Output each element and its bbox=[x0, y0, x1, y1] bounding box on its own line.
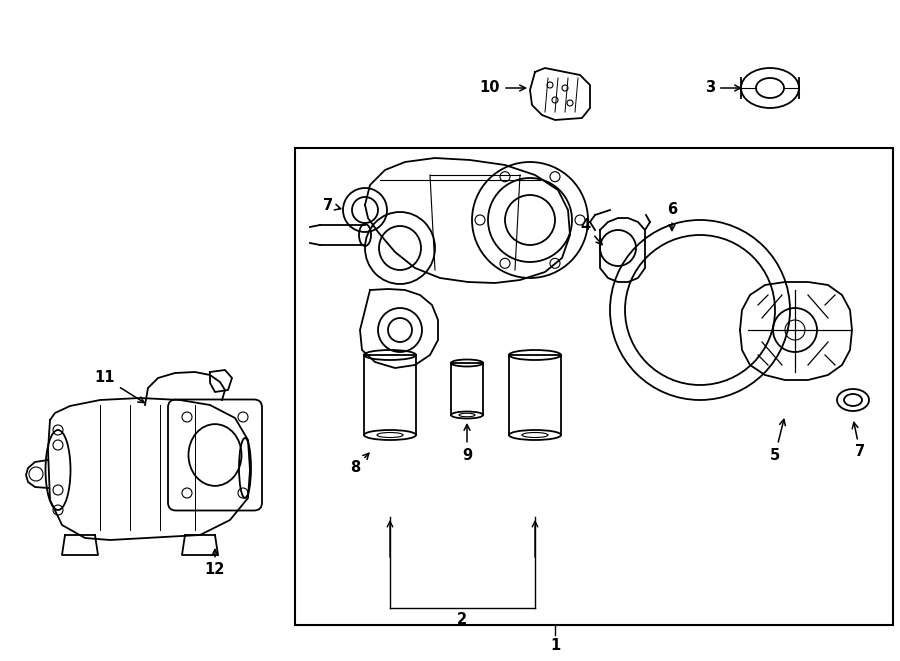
Text: 2: 2 bbox=[457, 613, 467, 627]
Text: 1: 1 bbox=[550, 637, 560, 652]
Text: 3: 3 bbox=[705, 81, 741, 95]
Text: 9: 9 bbox=[462, 424, 472, 463]
Text: 7: 7 bbox=[323, 198, 341, 212]
Text: 8: 8 bbox=[350, 453, 369, 475]
Text: 5: 5 bbox=[770, 419, 786, 463]
Text: 11: 11 bbox=[94, 371, 144, 403]
Text: 12: 12 bbox=[205, 549, 225, 578]
Bar bbox=[295, 148, 893, 625]
Text: 6: 6 bbox=[667, 202, 677, 231]
Text: 4: 4 bbox=[580, 217, 602, 245]
Text: 10: 10 bbox=[480, 81, 526, 95]
Text: 7: 7 bbox=[852, 422, 865, 459]
